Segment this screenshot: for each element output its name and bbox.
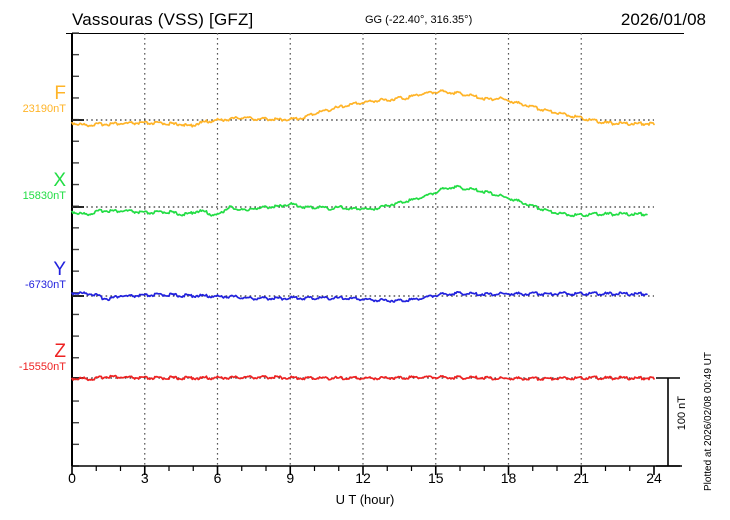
x-tick-label-12: 12 (355, 470, 371, 486)
x-tick-label-24: 24 (646, 470, 662, 486)
x-tick-label-0: 0 (68, 470, 76, 486)
axis-label-F: F (54, 83, 66, 104)
axis-label-X: X (53, 170, 66, 191)
axis-baseline-value-Z: -15550nT (18, 361, 66, 373)
component-traces (71, 89, 655, 382)
trace-Z (71, 374, 655, 382)
trace-Y (71, 291, 648, 303)
grid-layer (144, 33, 582, 466)
axis-baseline-value-F: 23190nT (22, 103, 66, 115)
plotted-timestamp: Plotted at 2026/02/08 00:49 UT (703, 352, 714, 491)
geographic-coordinates: GG (-22.40°, 316.35°) (365, 14, 473, 26)
axis-ticks (71, 32, 655, 475)
x-tick-label-3: 3 (140, 470, 149, 486)
axis-baseline-value-X: 15830nT (22, 190, 66, 202)
x-axis-title: U T (hour) (335, 492, 395, 507)
plot-date: 2026/01/08 (620, 10, 706, 29)
x-tick-label-18: 18 (500, 470, 517, 486)
x-tick-label-6: 6 (213, 470, 222, 486)
trace-X (71, 184, 648, 218)
station-title: Vassouras (VSS) [GFZ] (72, 10, 254, 29)
x-tick-label-15: 15 (427, 470, 444, 486)
x-tick-label-21: 21 (573, 470, 590, 486)
axis-label-Z: Z (54, 341, 66, 362)
header-divider (66, 33, 684, 34)
scale-bar (656, 377, 680, 467)
x-tick-label-9: 9 (286, 470, 295, 486)
axis-baseline-value-Y: -6730nT (25, 279, 66, 291)
scale-bar-label: 100 nT (676, 396, 688, 431)
trace-F (71, 89, 655, 128)
axis-label-Y: Y (53, 259, 66, 280)
plot-frame (71, 33, 682, 467)
